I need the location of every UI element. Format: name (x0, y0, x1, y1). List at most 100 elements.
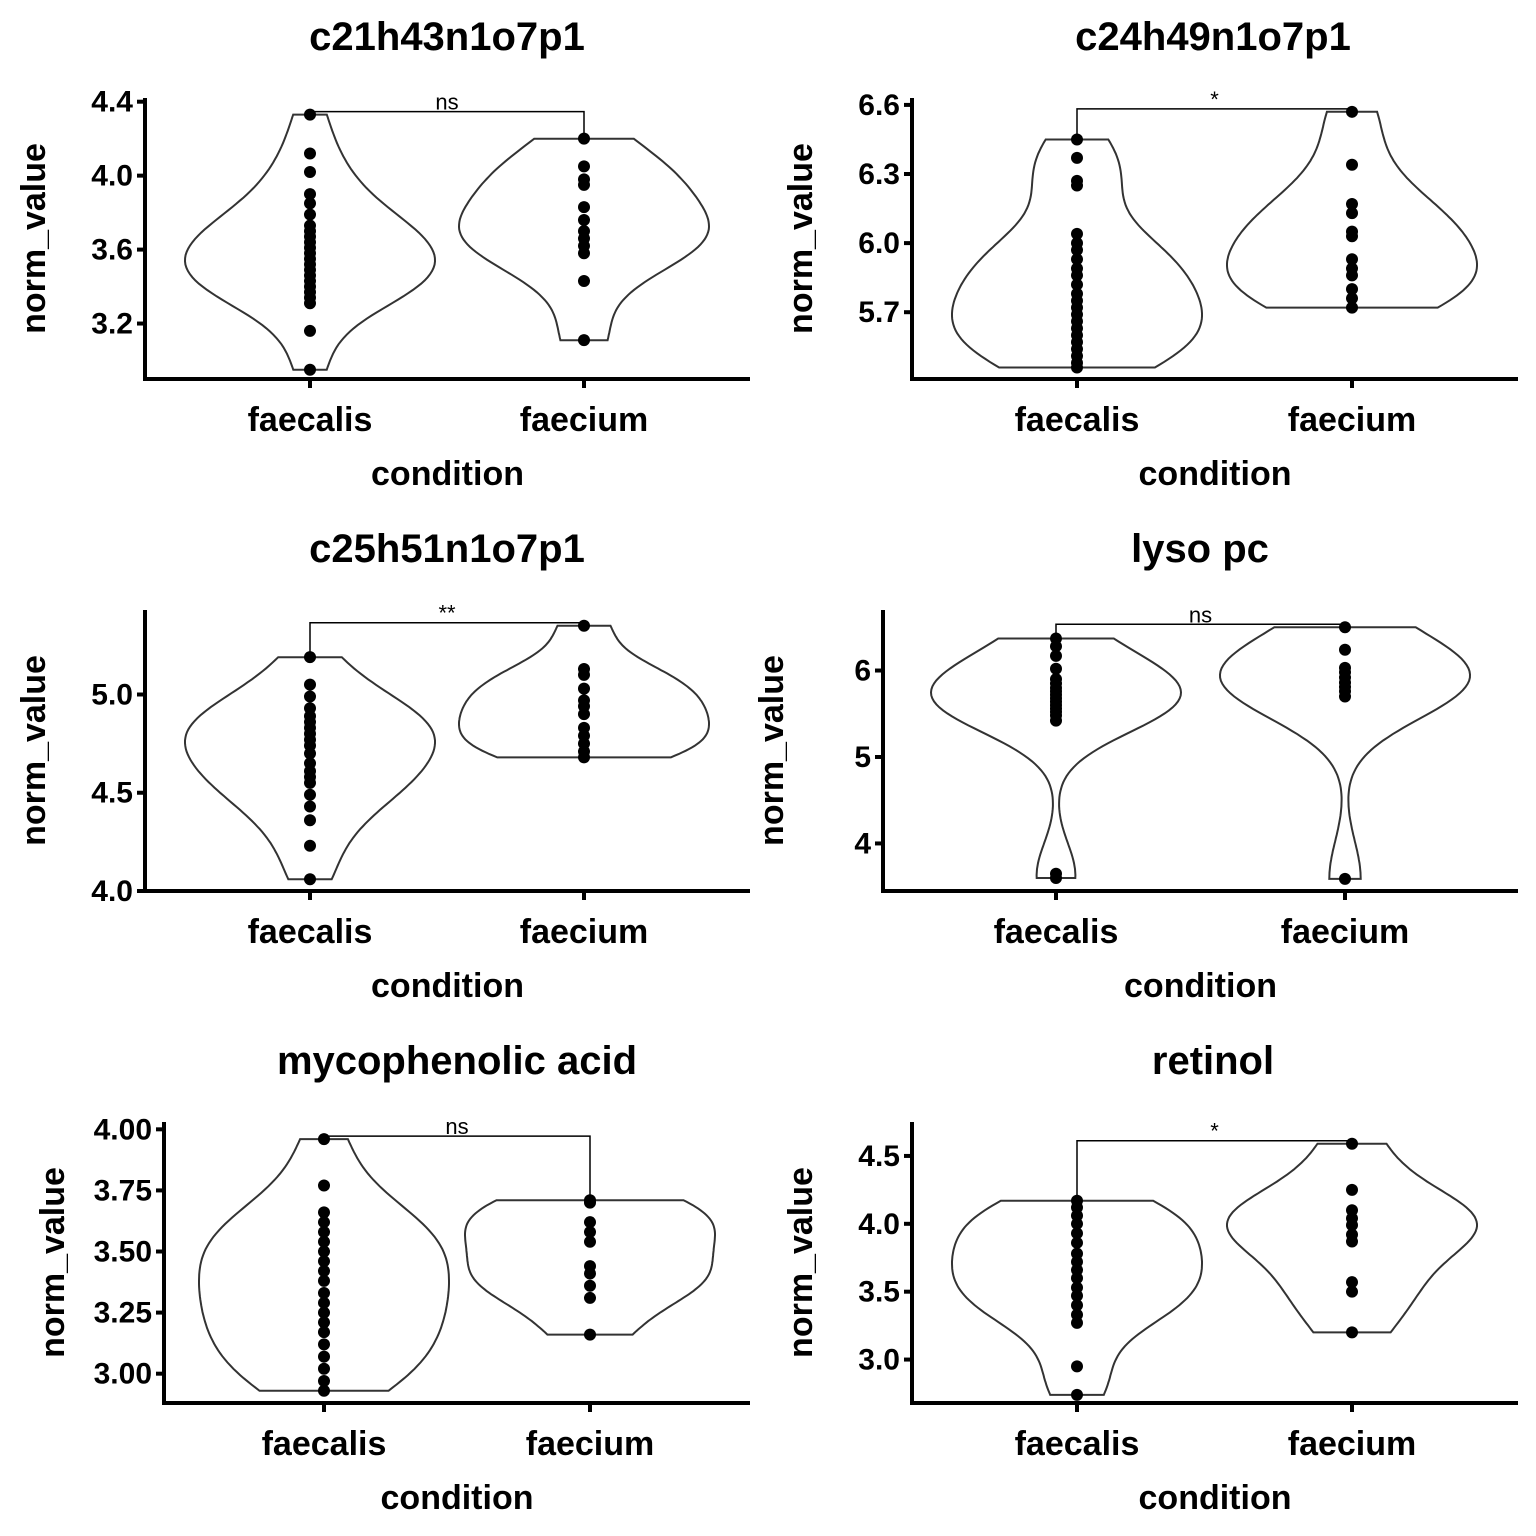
x-tick-label: faecium (520, 401, 649, 439)
significance-label: ** (438, 601, 456, 626)
panel-title: lyso pc (1131, 527, 1269, 571)
significance-label: * (1210, 1119, 1219, 1144)
data-point-faecalis (304, 800, 316, 813)
x-tick-label: faecalis (1015, 1425, 1140, 1463)
data-point-faecium (584, 1235, 596, 1248)
panel-1: c21h43n1o7p1 3.2 3.6 4.0 4.4 faecalis faecium c… (15, 15, 750, 493)
data-point-faecalis (318, 1179, 330, 1192)
x-axis-label: condition (371, 455, 524, 493)
y-axis-label: norm_value (15, 655, 53, 846)
x-tick-label: faecalis (248, 913, 373, 951)
x-axis-label: condition (1139, 1479, 1292, 1517)
y-tick-label: 3.25 (94, 1297, 152, 1330)
data-point-faecium (1339, 643, 1351, 656)
violin-faecalis (951, 138, 1203, 369)
x-axis-label: condition (371, 967, 524, 1005)
data-point-faecalis (318, 1362, 330, 1375)
data-point-faecalis (304, 788, 316, 801)
data-point-faecalis (304, 814, 316, 827)
data-point-faecium (578, 160, 590, 173)
data-point-faecalis (318, 1306, 330, 1319)
data-point-faecium (1346, 207, 1358, 220)
data-point-faecium (578, 173, 590, 186)
data-point-faecalis (304, 108, 316, 121)
data-point-faecalis (304, 757, 316, 770)
data-point-faecium (584, 1260, 596, 1273)
x-tick-label: faecium (1288, 401, 1417, 439)
data-point-faecium (578, 334, 590, 347)
data-point-faecalis (318, 1375, 330, 1388)
data-point-faecium (1339, 661, 1351, 674)
data-point-faecalis (304, 324, 316, 337)
data-point-faecalis (318, 1287, 330, 1300)
significance-label: ns (445, 1114, 468, 1139)
y-tick-label: 6.6 (858, 89, 900, 122)
data-point-faecalis (1071, 1308, 1083, 1321)
data-point-faecalis (304, 678, 316, 691)
data-point-faecium (578, 682, 590, 695)
x-tick-label: faecium (526, 1425, 655, 1463)
data-point-faecalis (1071, 287, 1083, 300)
y-tick-label: 4.00 (94, 1113, 152, 1146)
data-point-faecalis (1050, 632, 1062, 645)
data-point-faecalis (318, 1338, 330, 1351)
y-tick-label: 4.4 (91, 86, 133, 119)
x-tick-label: faecium (520, 913, 649, 951)
data-point-faecalis (1071, 253, 1083, 266)
data-point-faecalis (318, 1316, 330, 1329)
data-point-faecium (1346, 262, 1358, 275)
y-tick-label: 4 (854, 827, 871, 860)
panel-title: c25h51n1o7p1 (309, 527, 585, 571)
panel-title: mycophenolic acid (277, 1039, 637, 1083)
data-point-faecium (1346, 1326, 1358, 1339)
data-point-faecalis (1050, 662, 1062, 675)
data-point-faecium (1346, 1276, 1358, 1289)
x-axis-label: condition (1124, 967, 1277, 1005)
data-point-faecalis (1071, 174, 1083, 187)
y-tick-label: 3.5 (858, 1276, 900, 1309)
data-point-faecalis (1071, 237, 1083, 250)
significance-bracket (1076, 1139, 1353, 1199)
violin-faecalis (184, 656, 436, 881)
data-point-faecalis (318, 1255, 330, 1268)
data-point-faecalis (304, 188, 316, 201)
panel-5: mycophenolic acid 3.00 3.25 3.50 3.75 4.00 fae… (34, 1039, 750, 1517)
data-point-faecium (578, 214, 590, 227)
data-point-faecalis (318, 1326, 330, 1339)
data-point-faecalis (304, 839, 316, 852)
data-point-faecalis (1071, 227, 1083, 240)
data-point-faecalis (304, 873, 316, 886)
y-tick-label: 3.00 (94, 1358, 152, 1391)
x-tick-label: faecalis (1015, 401, 1140, 439)
y-tick-label: 4.0 (91, 875, 133, 908)
data-point-faecium (584, 1328, 596, 1341)
y-tick-label: 4.5 (91, 777, 133, 810)
data-point-faecalis (304, 208, 316, 221)
data-point-faecium (584, 1279, 596, 1292)
data-point-faecalis (318, 1235, 330, 1248)
data-point-faecalis (318, 1296, 330, 1309)
data-point-faecium (1346, 292, 1358, 305)
data-point-faecalis (318, 1274, 330, 1287)
panel-title: c21h43n1o7p1 (309, 15, 585, 59)
violin-faecalis (198, 1138, 450, 1392)
data-point-faecalis (1071, 133, 1083, 146)
y-tick-label: 3.50 (94, 1236, 152, 1269)
data-point-faecalis (1071, 1360, 1083, 1373)
x-tick-label: faecium (1281, 913, 1410, 951)
data-point-faecalis (304, 219, 316, 232)
data-point-faecalis (304, 363, 316, 376)
violin-faecium (457, 137, 711, 342)
y-tick-label: 3.2 (91, 308, 133, 341)
y-axis-label: norm_value (782, 143, 820, 334)
data-point-faecalis (304, 702, 316, 715)
y-tick-label: 3.6 (91, 234, 133, 267)
data-point-faecalis (1050, 649, 1062, 662)
data-point-faecalis (304, 651, 316, 664)
data-point-faecium (584, 1194, 596, 1207)
panel-3: c25h51n1o7p1 4.0 4.5 5.0 faecalis faecium cond… (15, 527, 750, 1005)
data-point-faecalis (1071, 278, 1083, 291)
data-point-faecalis (318, 1216, 330, 1229)
y-tick-label: 5 (854, 741, 871, 774)
